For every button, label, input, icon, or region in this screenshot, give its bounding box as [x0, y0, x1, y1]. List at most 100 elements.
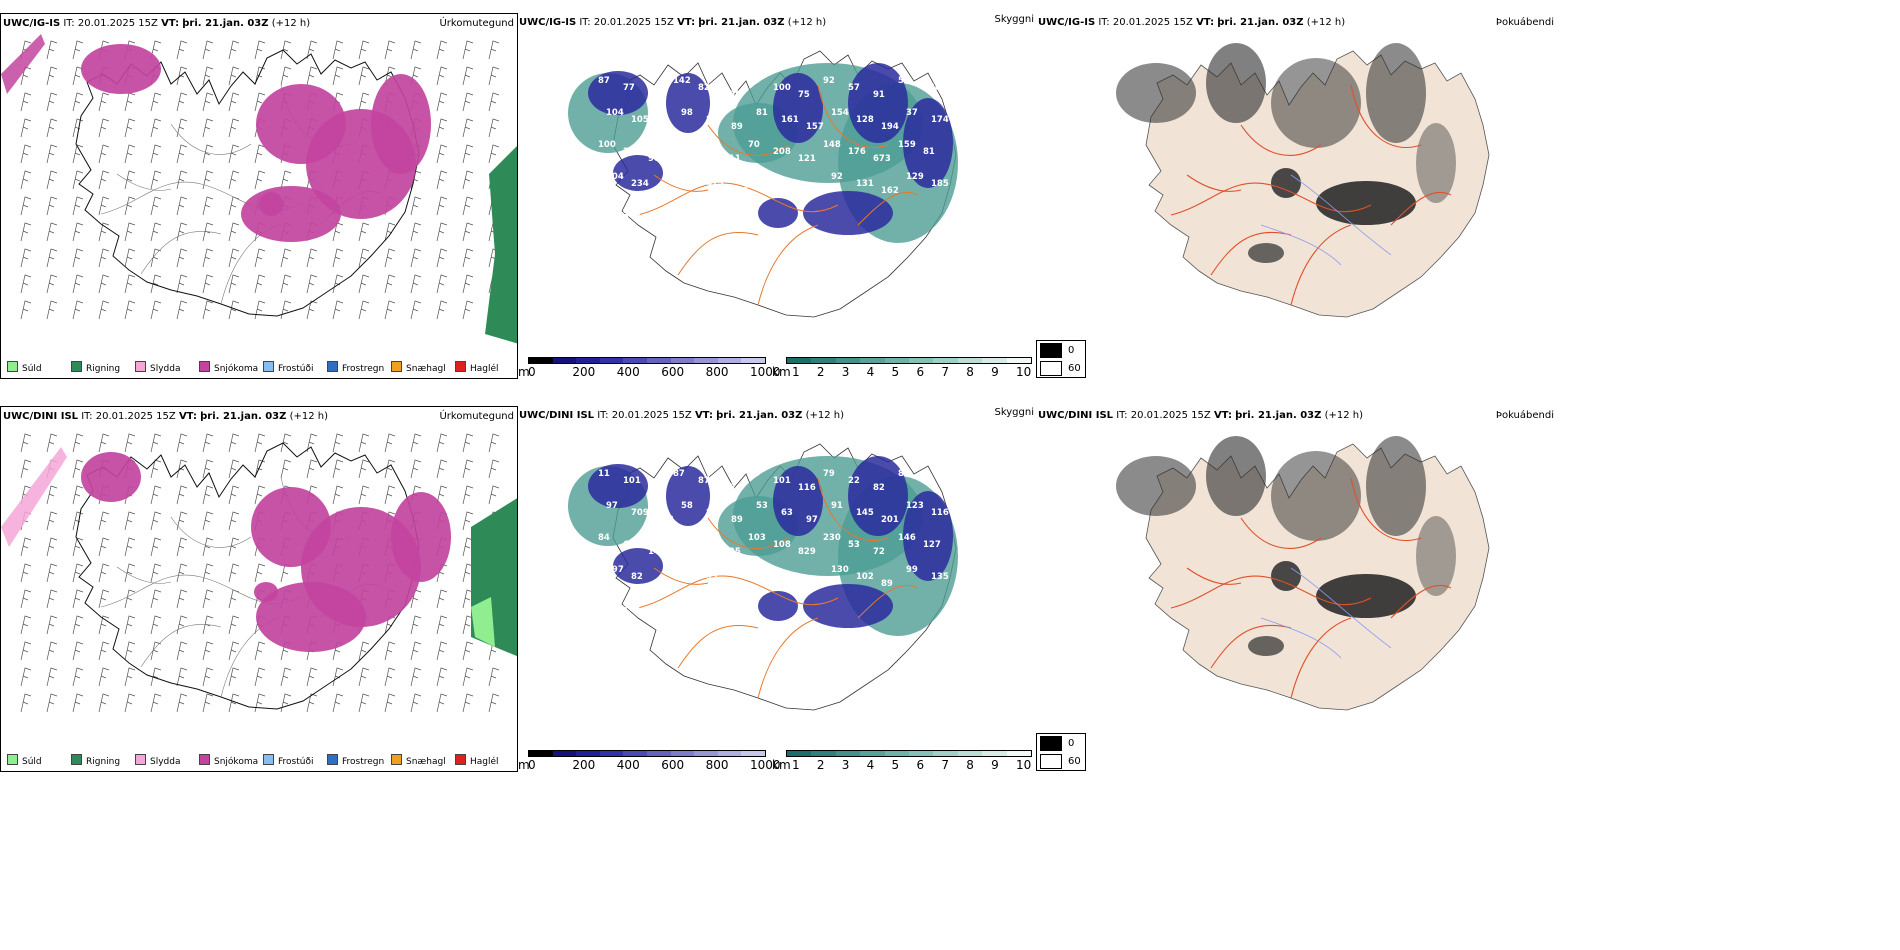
wind-barb — [20, 274, 32, 294]
legend-swatch — [391, 361, 402, 372]
colorbar-segment — [599, 751, 624, 756]
wind-barb — [228, 433, 240, 453]
visibility-value-label: 103 — [748, 533, 766, 543]
wind-barb — [98, 589, 110, 609]
colorbar-segment — [670, 358, 695, 363]
wind-barb — [462, 196, 474, 216]
wind-barb — [280, 459, 292, 479]
wind-barb — [462, 248, 474, 268]
wind-barb — [20, 563, 32, 583]
colorbar-tick-label: 4 — [866, 365, 875, 379]
wind-barb — [202, 92, 214, 112]
wind-barb — [332, 274, 344, 294]
wind-barb — [254, 459, 266, 479]
panel-header: UWC/DINI ISL IT: 20.01.2025 15Z VT: þri.… — [1038, 410, 1364, 421]
wind-barb — [436, 40, 448, 60]
visibility-value-label: 81 — [923, 147, 935, 157]
wind-barb — [436, 196, 448, 216]
visibility-value-label: 72 — [873, 547, 885, 557]
colorbar-segment — [933, 358, 958, 363]
precip-type-panel-bottom: UWC/DINI ISL IT: 20.01.2025 15Z VT: þri.… — [0, 406, 518, 772]
visibility-value-label: 89 — [731, 515, 743, 525]
colorbar-segment — [835, 358, 861, 363]
legend-label: Frostúði — [278, 364, 314, 374]
visibility-value-label: 129 — [906, 172, 924, 182]
visibility-value-label: 176 — [781, 179, 799, 189]
wind-barb — [124, 589, 136, 609]
fog-panel-top: UWC/IG-IS IT: 20.01.2025 15Z VT: þri. 21… — [1036, 13, 1556, 379]
wind-barb — [410, 641, 422, 661]
visibility-value-label: 194 — [881, 122, 899, 132]
legend-swatch — [7, 754, 18, 765]
visibility-value-label: 201 — [881, 515, 899, 525]
wind-barb — [410, 615, 422, 635]
visibility-value-label: 116 — [798, 483, 816, 493]
fog-dense-area — [1271, 168, 1301, 198]
wind-barb — [202, 459, 214, 479]
visibility-value-label: 114 — [656, 186, 674, 196]
visibility-value-label: 11 — [598, 469, 610, 479]
wind-barb — [98, 170, 110, 190]
fog-dense-area — [1316, 574, 1416, 618]
wind-barb — [98, 511, 110, 531]
colorbar-segment — [694, 358, 718, 363]
wind-barb — [280, 170, 292, 190]
colorbar-segment — [811, 358, 836, 363]
legend-label: Haglél — [470, 364, 499, 374]
road-network — [1170, 84, 1452, 306]
visibility-panel-bottom: 11 101 96 87 87 85 96 101 116 79 22 82 84 69 97 709 112 5… — [518, 406, 1036, 772]
wind-barb — [488, 118, 500, 138]
wind-barb — [410, 300, 422, 320]
road-network — [637, 477, 919, 699]
wind-barb — [72, 459, 84, 479]
snow-area — [391, 492, 451, 582]
precip-type-panel-top: UWC/IG-IS IT: 20.01.2025 15Z VT: þri. 21… — [0, 13, 518, 379]
visibility-value-label: 99 — [906, 565, 918, 575]
wind-barb — [150, 641, 162, 661]
colorbar-segment — [884, 358, 910, 363]
wind-barb — [176, 563, 188, 583]
visibility-value-label: 234 — [673, 140, 691, 150]
colorbar-segment — [717, 751, 742, 756]
visibility-value-label: 91 — [831, 501, 843, 511]
wind-barb — [46, 66, 58, 86]
wind-barb — [410, 222, 422, 242]
wind-barb — [280, 66, 292, 86]
wind-barb — [150, 196, 162, 216]
visibility-value-label: 96 — [648, 483, 660, 493]
legend-label: Frostúði — [278, 757, 314, 767]
visibility-very-low-area — [803, 584, 893, 628]
legend-item: Snæhagl — [391, 754, 446, 767]
colorbar-unit: m — [518, 758, 530, 772]
wind-barb — [410, 433, 422, 453]
wind-barb — [280, 667, 292, 687]
legend-item: Haglél — [455, 754, 499, 767]
visibility-value-label: 82 — [698, 83, 710, 93]
visibility-value-label: 154 — [831, 108, 849, 118]
visibility-value-label: 87 — [673, 469, 685, 479]
colorbar-segment — [982, 751, 1007, 756]
colorbar-segment — [623, 751, 647, 756]
visibility-value-label: 77 — [623, 83, 635, 93]
colorbar-tick-label: 6 — [916, 758, 925, 772]
visibility-value-label: 131 — [856, 179, 874, 189]
colorbar-tick-label: 10 — [1016, 758, 1032, 772]
wind-barb — [436, 485, 448, 505]
wind-barb — [46, 118, 58, 138]
wind-barb — [228, 196, 240, 216]
wind-barb — [462, 300, 474, 320]
wind-barb — [150, 40, 162, 60]
wind-barb — [436, 118, 448, 138]
wind-barb — [176, 118, 188, 138]
visibility-colorbar-km — [786, 750, 1032, 757]
wind-barb — [306, 667, 318, 687]
fog-key-swatch — [1040, 343, 1062, 358]
snow-area — [241, 186, 341, 242]
snow-area — [371, 74, 431, 174]
wind-barb — [332, 485, 344, 505]
wind-barb — [332, 433, 344, 453]
wind-barb — [176, 300, 188, 320]
wind-barb — [462, 222, 474, 242]
wind-barb — [462, 274, 474, 294]
visibility-value-label: 234 — [631, 179, 649, 189]
